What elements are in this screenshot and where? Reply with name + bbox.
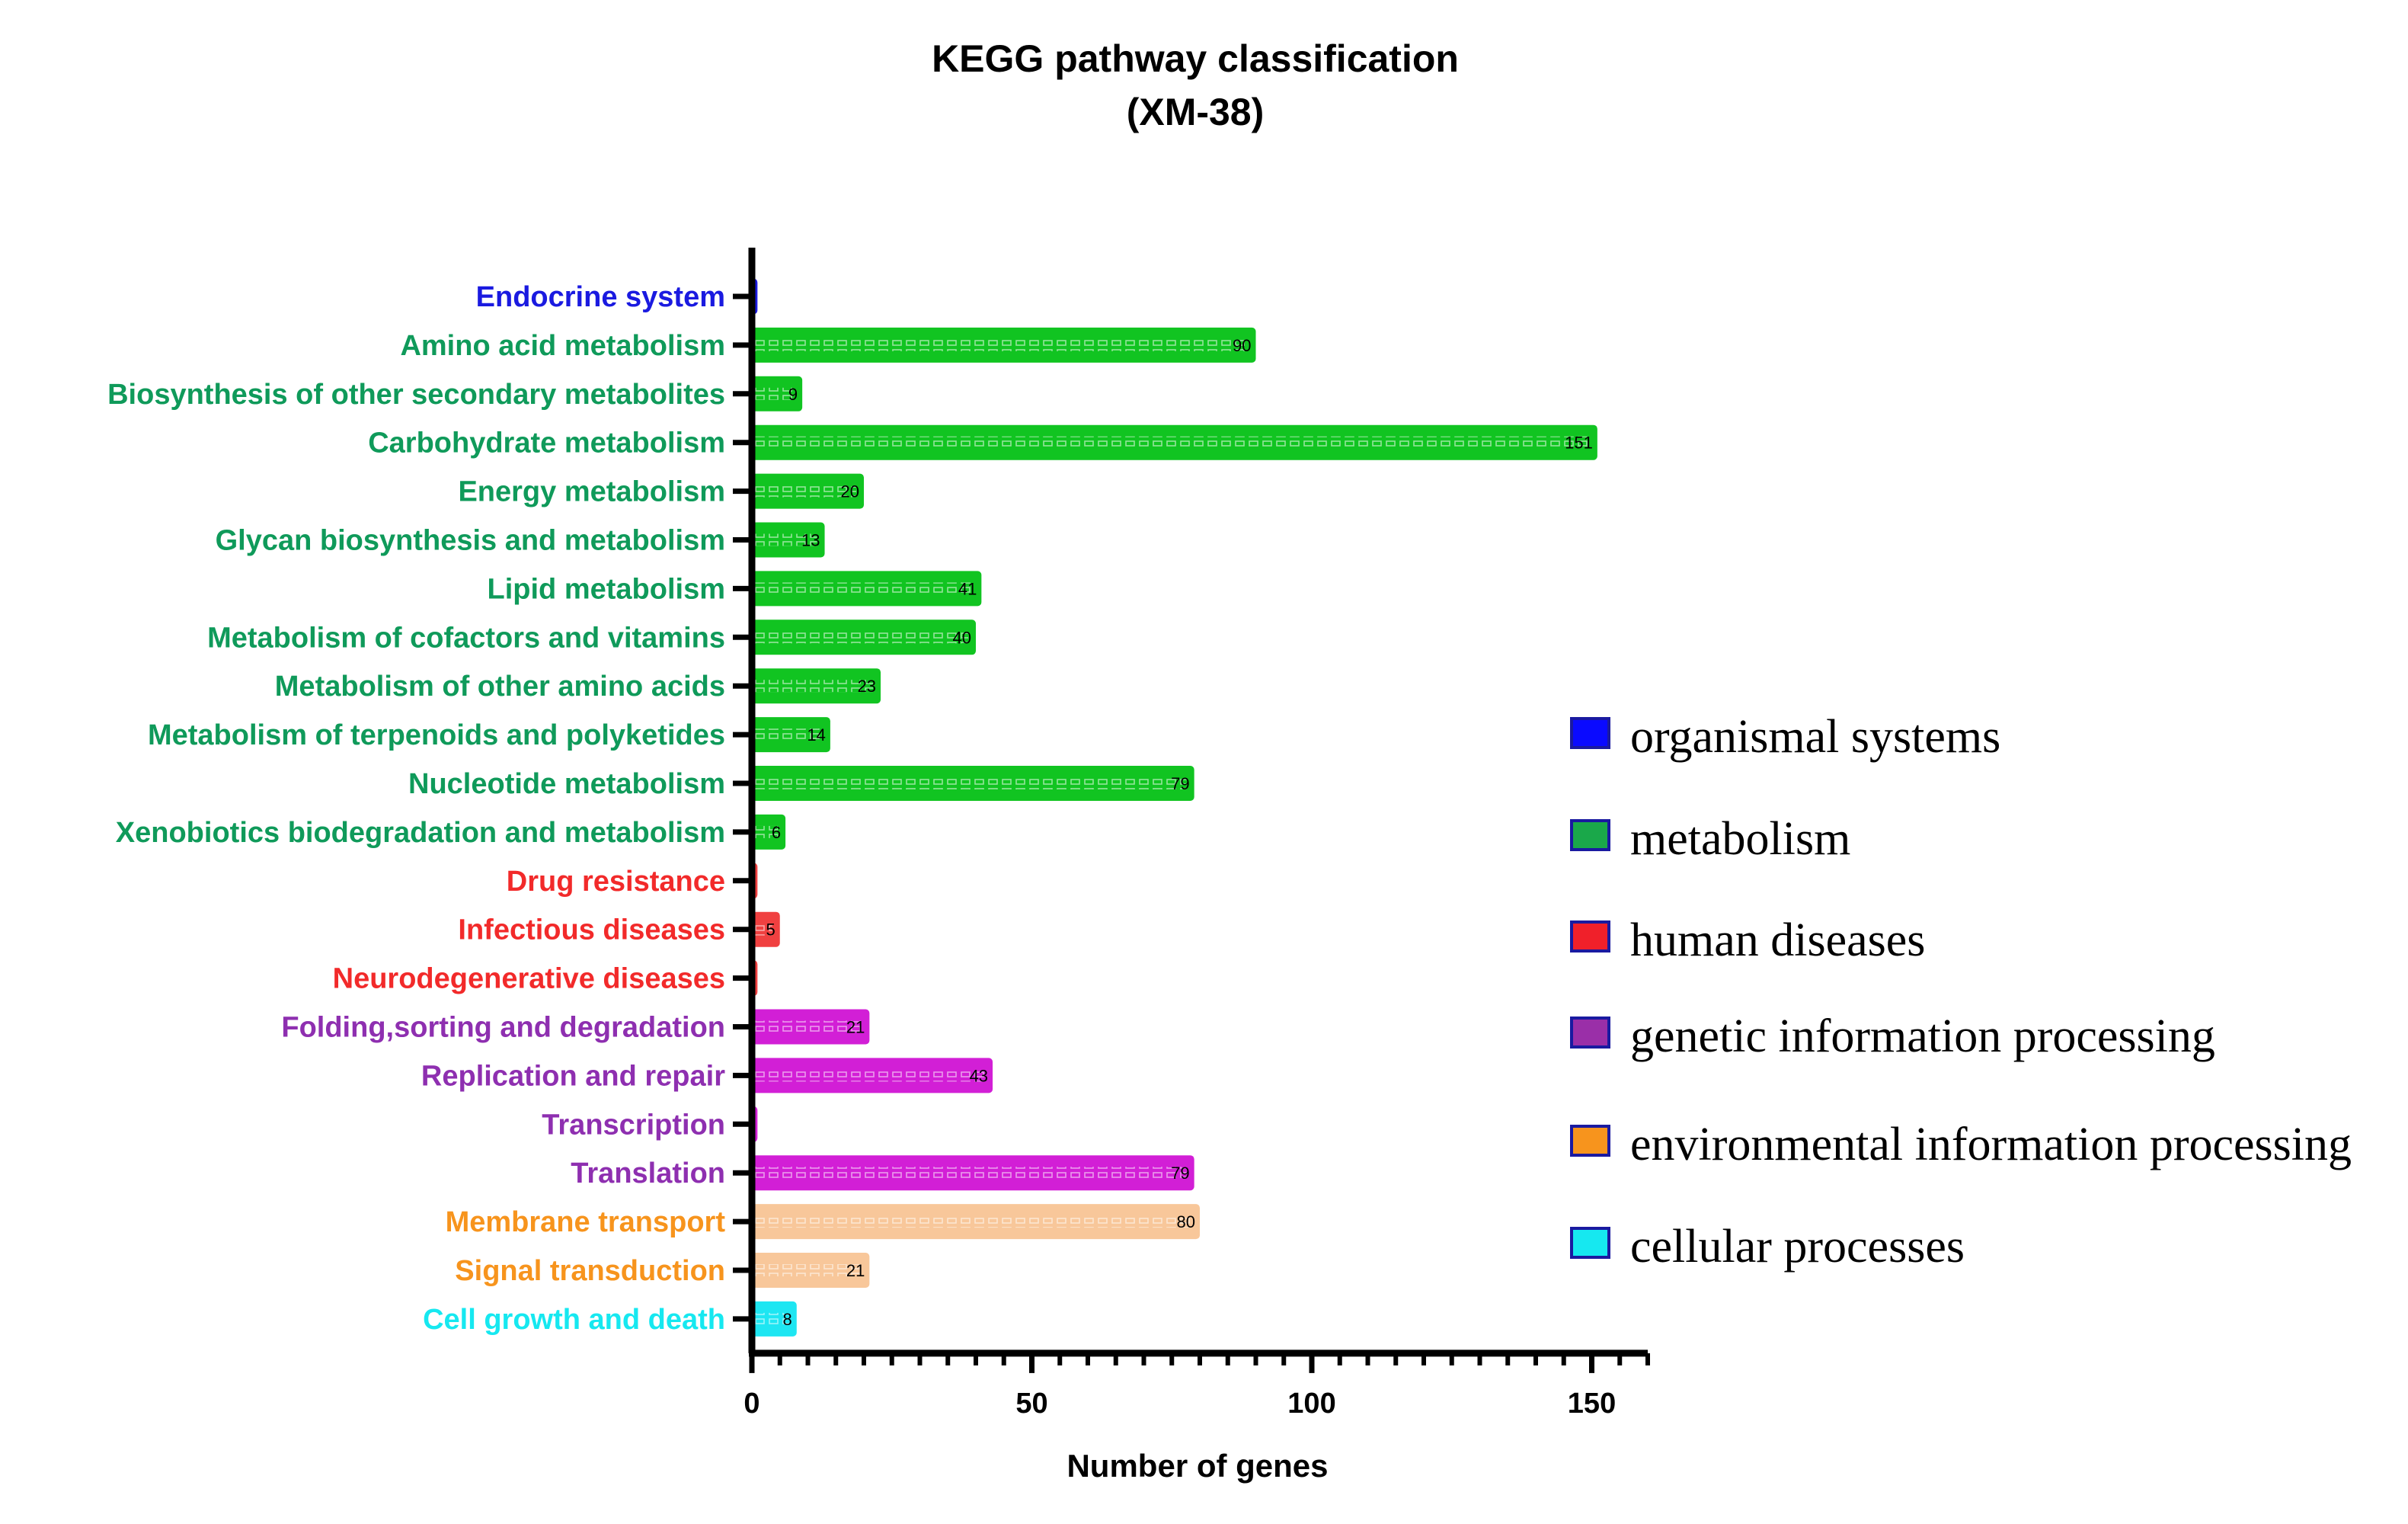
category-label-signal-transduction: Signal transduction <box>455 1255 725 1287</box>
value-label-folding-sorting-and-degradation: 21 <box>846 1018 865 1037</box>
category-label-metabolism-of-cofactors-and-vitamins: Metabolism of cofactors and vitamins <box>207 622 725 654</box>
x-tick-label-100: 100 <box>1287 1388 1335 1420</box>
bar-pattern-metabolism-of-cofactors-and-vitamins <box>755 631 968 644</box>
bar-pattern-energy-metabolism <box>755 485 856 498</box>
x-tick-label-150: 150 <box>1568 1388 1616 1420</box>
x-axis-title: Number of genes <box>1066 1448 1328 1484</box>
category-label-nucleotide-metabolism: Nucleotide metabolism <box>408 768 725 800</box>
value-label-infectious-diseases: 5 <box>766 920 775 940</box>
bar-pattern-signal-transduction <box>755 1264 862 1276</box>
bar-pattern-translation <box>755 1167 1187 1180</box>
bar-pattern-metabolism-of-terpenoids-and-polyketides <box>755 728 823 741</box>
category-label-membrane-transport: Membrane transport <box>446 1206 726 1238</box>
legend-swatch-cellular-processes <box>1570 1227 1610 1259</box>
value-label-signal-transduction: 21 <box>846 1261 865 1280</box>
category-label-replication-and-repair: Replication and repair <box>421 1060 725 1092</box>
bar-pattern-xenobiotics-biodegradation-and-metabolism <box>755 825 779 838</box>
legend-label-environmental-information-processing: environmental information processing <box>1630 1119 2352 1170</box>
legend-swatch-environmental-information-processing <box>1570 1125 1610 1157</box>
bar-pattern-biosynthesis-of-other-secondary-metabolites <box>755 387 795 400</box>
category-label-drug-resistance: Drug resistance <box>507 866 725 898</box>
x-axis: 0 50 100 150 <box>744 1350 1650 1420</box>
category-label-cell-growth-and-death: Cell growth and death <box>423 1304 725 1336</box>
legend-swatch-metabolism <box>1570 819 1610 851</box>
value-label-carbohydrate-metabolism: 151 <box>1565 434 1593 453</box>
category-label-glycan-biosynthesis-and-metabolism: Glycan biosynthesis and metabolism <box>216 525 725 557</box>
legend-label-organismal-systems: organismal systems <box>1630 711 2000 763</box>
value-label-glycan-biosynthesis-and-metabolism: 13 <box>801 531 820 550</box>
x-tick-label-50: 50 <box>1015 1388 1047 1420</box>
category-label-translation: Translation <box>571 1157 725 1189</box>
bar-pattern-nucleotide-metabolism <box>755 777 1187 789</box>
value-label-biosynthesis-of-other-secondary-metabolites: 9 <box>788 385 798 404</box>
legend-label-metabolism: metabolism <box>1630 813 1850 865</box>
plot-area: Endocrine system Amino acid metabolism 90 B… <box>107 248 1597 1353</box>
value-label-metabolism-of-cofactors-and-vitamins: 40 <box>953 628 971 647</box>
category-label-endocrine-system: Endocrine system <box>476 281 725 313</box>
bar-pattern-amino-acid-metabolism <box>755 338 1249 351</box>
category-label-energy-metabolism: Energy metabolism <box>458 476 725 508</box>
value-label-metabolism-of-other-amino-acids: 23 <box>858 677 876 696</box>
value-label-membrane-transport: 80 <box>1177 1212 1195 1231</box>
value-label-replication-and-repair: 43 <box>970 1066 988 1085</box>
bar-pattern-cell-growth-and-death <box>755 1312 789 1325</box>
legend-swatch-organismal-systems <box>1570 717 1610 749</box>
bar-pattern-glycan-biosynthesis-and-metabolism <box>755 533 817 546</box>
category-label-biosynthesis-of-other-secondary-metabolites: Biosynthesis of other secondary metaboli… <box>107 379 725 411</box>
category-label-carbohydrate-metabolism: Carbohydrate metabolism <box>368 427 725 459</box>
category-label-metabolism-of-terpenoids-and-polyketides: Metabolism of terpenoids and polyketides <box>148 719 725 751</box>
legend-swatch-human-diseases <box>1570 920 1610 952</box>
category-label-infectious-diseases: Infectious diseases <box>458 914 725 946</box>
legend-label-genetic-information-processing: genetic information processing <box>1630 1010 2215 1062</box>
category-label-xenobiotics-biodegradation-and-metabolism: Xenobiotics biodegradation and metabolis… <box>116 817 725 849</box>
bar-pattern-carbohydrate-metabolism <box>755 436 1590 449</box>
legend-label-human-diseases: human diseases <box>1630 914 1925 966</box>
legend-label-cellular-processes: cellular processes <box>1630 1221 1965 1273</box>
value-label-translation: 79 <box>1171 1164 1189 1183</box>
category-label-amino-acid-metabolism: Amino acid metabolism <box>400 330 725 362</box>
bar-pattern-replication-and-repair <box>755 1069 986 1082</box>
bar-pattern-lipid-metabolism <box>755 582 974 595</box>
value-label-xenobiotics-biodegradation-and-metabolism: 6 <box>772 823 781 842</box>
value-label-cell-growth-and-death: 8 <box>783 1310 792 1329</box>
bar-pattern-infectious-diseases <box>755 923 772 936</box>
bar-pattern-membrane-transport <box>755 1215 1192 1228</box>
category-label-lipid-metabolism: Lipid metabolism <box>488 573 725 605</box>
category-label-folding-sorting-and-degradation: Folding,sorting and degradation <box>281 1012 725 1044</box>
category-label-transcription: Transcription <box>542 1109 725 1141</box>
category-label-metabolism-of-other-amino-acids: Metabolism of other amino acids <box>275 671 725 703</box>
legend-swatch-genetic-information-processing <box>1570 1017 1610 1049</box>
value-label-nucleotide-metabolism: 79 <box>1171 774 1189 793</box>
x-tick-label-0: 0 <box>744 1388 759 1420</box>
bar-pattern-metabolism-of-other-amino-acids <box>755 680 874 693</box>
value-label-energy-metabolism: 20 <box>841 482 859 501</box>
bar-pattern-folding-sorting-and-degradation <box>755 1020 862 1033</box>
value-label-amino-acid-metabolism: 90 <box>1233 336 1251 355</box>
legend: organismal systems metabolism human diseas… <box>1570 711 2352 1273</box>
category-label-neurodegenerative-diseases: Neurodegenerative diseases <box>333 963 725 995</box>
value-label-metabolism-of-terpenoids-and-polyketides: 14 <box>807 725 825 744</box>
value-label-lipid-metabolism: 41 <box>958 579 977 598</box>
chart-subtitle: (XM-38) <box>1127 91 1265 133</box>
chart-title: KEGG pathway classification <box>932 37 1459 80</box>
